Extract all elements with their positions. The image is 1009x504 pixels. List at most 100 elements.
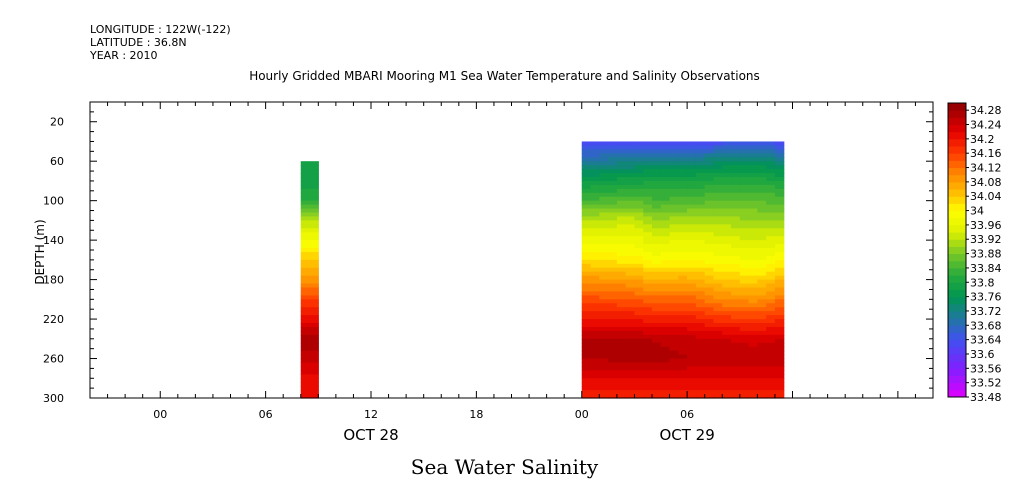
salinity-cell	[590, 283, 600, 289]
salinity-cell	[739, 173, 750, 178]
colorbar-bin	[948, 361, 966, 369]
colorbar-label: 34.24	[970, 119, 1002, 132]
salinity-cell	[678, 374, 688, 379]
salinity-cell	[687, 394, 697, 399]
colorbar-label: 34.16	[970, 147, 1002, 160]
salinity-cell	[652, 259, 662, 265]
salinity-cell	[739, 212, 750, 218]
salinity-cell	[731, 303, 741, 308]
salinity-cell	[713, 303, 723, 308]
salinity-cell	[774, 188, 785, 194]
salinity-cell	[581, 153, 592, 158]
salinity-cell	[652, 263, 662, 269]
salinity-cell	[634, 244, 644, 249]
colorbar-label: 34.2	[970, 133, 995, 146]
salinity-cell	[704, 303, 715, 308]
salinity-cell	[616, 141, 627, 147]
salinity-cell	[608, 216, 618, 221]
salinity-cell	[652, 248, 662, 253]
salinity-cell	[774, 208, 785, 214]
salinity-cell	[616, 378, 627, 383]
salinity-cell	[748, 390, 758, 395]
y-tick-label: 220	[43, 313, 64, 326]
salinity-cell	[713, 165, 723, 170]
salinity-cell	[774, 338, 785, 344]
salinity-cell	[643, 240, 653, 245]
salinity-cell	[687, 354, 697, 360]
salinity-cell	[608, 157, 618, 162]
salinity-cell	[731, 236, 741, 241]
salinity-cell	[731, 200, 741, 206]
salinity-cell	[722, 390, 732, 395]
salinity-cell	[766, 173, 776, 178]
salinity-cell	[748, 173, 758, 178]
salinity-cell	[774, 275, 785, 281]
salinity-cell	[766, 145, 776, 150]
colorbar-bin	[948, 267, 966, 276]
salinity-cell	[757, 180, 767, 186]
salinity-cell	[634, 279, 644, 285]
salinity-cell	[581, 291, 592, 296]
salinity-cell	[748, 196, 758, 202]
salinity-cell	[739, 149, 750, 154]
salinity-cell	[669, 287, 679, 293]
salinity-cell	[300, 299, 319, 304]
salinity-cell	[695, 386, 706, 391]
salinity-cell	[590, 370, 600, 375]
salinity-cell	[300, 366, 319, 371]
salinity-cell	[731, 366, 741, 371]
salinity-cell	[757, 303, 767, 308]
salinity-cell	[669, 350, 679, 356]
salinity-cell	[748, 299, 758, 304]
salinity-cell	[722, 283, 732, 289]
salinity-cell	[739, 259, 750, 265]
salinity-cell	[774, 192, 785, 198]
salinity-cell	[590, 157, 600, 162]
salinity-cell	[608, 326, 618, 332]
salinity-cell	[581, 350, 592, 356]
salinity-cell	[660, 283, 671, 289]
salinity-cell	[300, 311, 319, 316]
salinity-cell	[695, 330, 706, 336]
salinity-cell	[713, 255, 723, 261]
salinity-cell	[748, 145, 758, 150]
colorbar-label: 34.04	[970, 190, 1002, 203]
salinity-cell	[590, 149, 600, 154]
salinity-cell	[581, 176, 592, 182]
salinity-cell	[687, 220, 697, 225]
colorbar-label: 34.28	[970, 104, 1002, 117]
salinity-cell	[757, 141, 767, 147]
salinity-cell	[695, 208, 706, 214]
salinity-cell	[731, 291, 741, 296]
salinity-cell	[599, 291, 609, 296]
colorbar-label: 33.64	[970, 334, 1002, 347]
salinity-cell	[757, 184, 767, 190]
salinity-cell	[713, 338, 723, 344]
salinity-cell	[581, 251, 592, 257]
salinity-cell	[599, 271, 609, 277]
salinity-cell	[739, 295, 750, 300]
salinity-cell	[590, 145, 600, 150]
salinity-cell	[678, 200, 688, 206]
salinity-cell	[687, 263, 697, 269]
salinity-cell	[599, 275, 609, 281]
salinity-cell	[748, 323, 758, 328]
salinity-cell	[704, 208, 715, 214]
salinity-cell	[616, 200, 627, 206]
salinity-cell	[687, 176, 697, 182]
salinity-cell	[748, 275, 758, 281]
salinity-cell	[722, 180, 732, 186]
colorbar-label: 34	[970, 205, 984, 218]
salinity-cell	[300, 188, 319, 194]
salinity-cell	[731, 283, 741, 289]
salinity-cell	[643, 283, 653, 289]
salinity-cell	[687, 334, 697, 340]
salinity-cell	[678, 303, 688, 308]
salinity-cell	[748, 224, 758, 229]
salinity-cell	[731, 315, 741, 320]
salinity-cell	[616, 394, 627, 399]
salinity-cell	[774, 251, 785, 257]
salinity-cell	[616, 326, 627, 332]
salinity-cell	[634, 141, 644, 147]
salinity-cell	[643, 362, 653, 368]
